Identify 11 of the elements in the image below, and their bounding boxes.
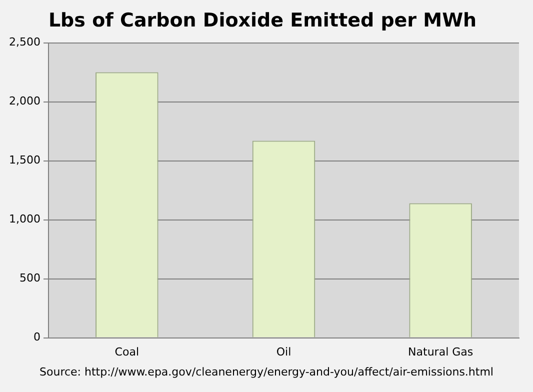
x-tick-label: Natural Gas [408, 345, 474, 358]
y-tick-label: 1,000 [8, 212, 40, 226]
y-tick-label: 2,500 [8, 36, 40, 49]
source-note: Source: http://www.epa.gov/cleanenergy/energy-and-you/affect/air-emissions.html [40, 365, 494, 378]
y-tick-label: 2,000 [8, 94, 40, 108]
y-tick-label: 0 [33, 330, 40, 344]
chart-title: Lbs of Carbon Dioxide Emitted per MWh [48, 9, 477, 32]
y-tick-label: 1,500 [8, 154, 40, 167]
y-tick-label: 500 [19, 272, 40, 285]
x-tick-label: Coal [114, 345, 140, 358]
x-tick-label: Oil [276, 345, 292, 358]
